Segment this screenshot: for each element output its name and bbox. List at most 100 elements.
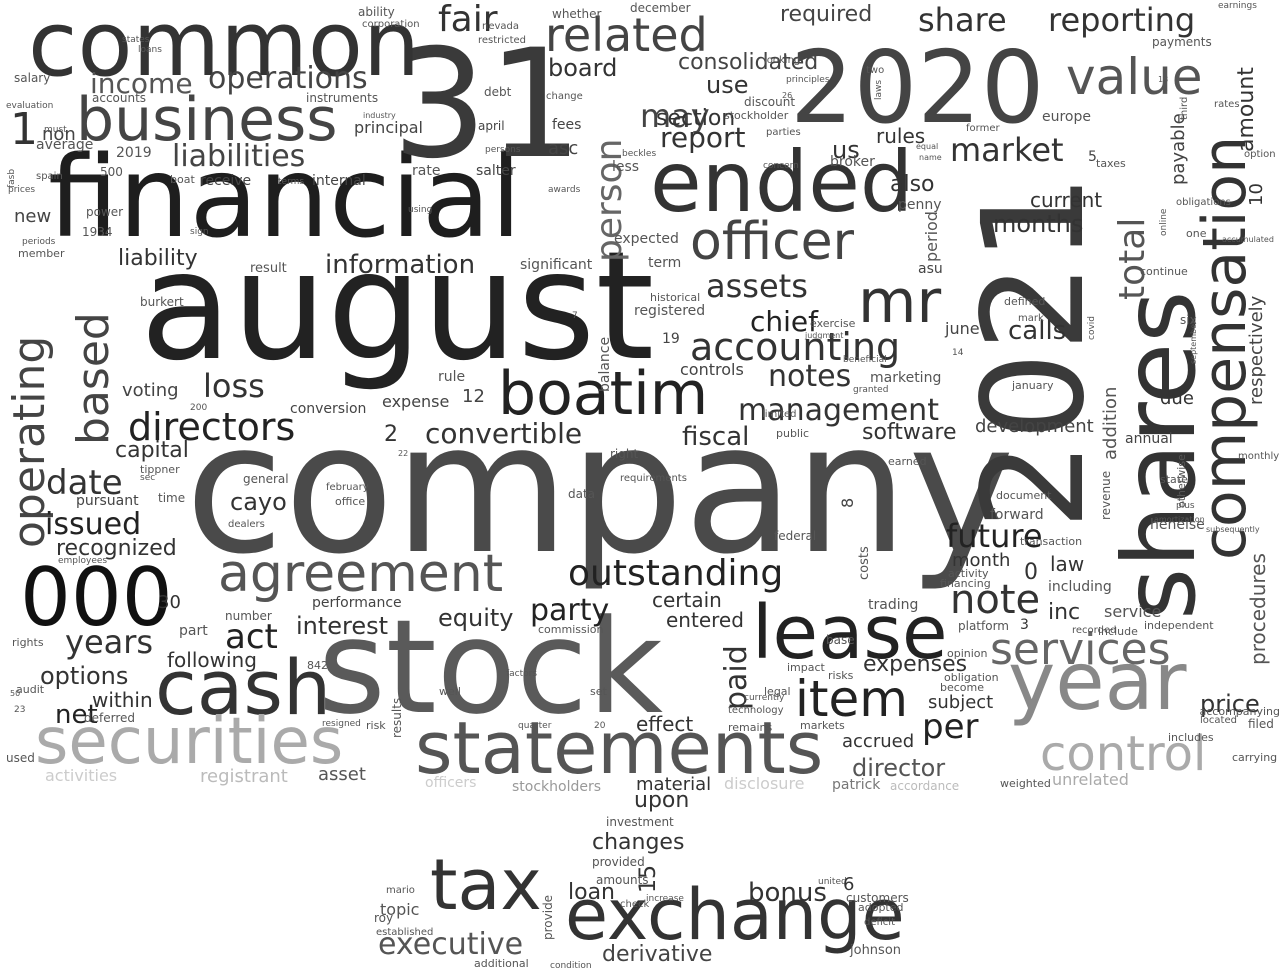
word: accounts	[92, 91, 147, 105]
word: lease	[752, 590, 948, 676]
word: amortization	[1154, 515, 1205, 524]
word: base	[826, 633, 855, 647]
word: annual	[1125, 431, 1173, 447]
word: principles	[786, 75, 830, 85]
word: beckles	[622, 149, 657, 159]
word: filed	[1248, 717, 1274, 731]
word: software	[862, 420, 957, 445]
word: 31	[392, 18, 583, 192]
word: liability	[118, 246, 198, 271]
word: payments	[1152, 35, 1212, 49]
word: markets	[800, 719, 845, 732]
word: recorded	[1072, 625, 1117, 636]
word: forward	[990, 507, 1044, 523]
word: business	[76, 85, 338, 155]
word: additional	[474, 957, 529, 970]
word: 18	[1158, 75, 1169, 84]
word: expense	[382, 392, 450, 411]
word: risk	[366, 719, 386, 732]
word: earned	[888, 455, 927, 468]
word: option	[1244, 149, 1276, 160]
word: rule	[438, 369, 466, 385]
word: controls	[680, 360, 744, 379]
word: currently	[744, 693, 785, 703]
word: payable	[1168, 113, 1189, 185]
word: used	[6, 751, 35, 765]
word: management	[738, 393, 939, 428]
word: costs	[857, 546, 872, 580]
word: become	[940, 681, 985, 694]
word: amounts	[596, 873, 649, 887]
word: persons	[485, 145, 521, 155]
word: prices	[8, 185, 36, 195]
word: principal	[354, 118, 423, 137]
word: quarter	[518, 721, 552, 731]
word: patrick	[832, 777, 881, 793]
word: 5	[1088, 149, 1097, 165]
word: addition	[1100, 386, 1121, 460]
word: factors	[506, 669, 538, 679]
word: fair	[438, 0, 498, 40]
word: topic	[380, 900, 420, 919]
word: report	[660, 121, 746, 154]
word: includes	[1168, 731, 1214, 744]
word: us	[832, 136, 860, 164]
word: online	[1159, 208, 1169, 236]
word: months	[993, 210, 1084, 238]
word: year	[1008, 635, 1187, 728]
word: term	[648, 255, 682, 271]
word: stock	[318, 591, 663, 743]
word: tax	[430, 844, 542, 926]
word: current	[1030, 188, 1103, 212]
word: accounting	[690, 325, 901, 369]
word: stockholder	[724, 109, 789, 122]
word: 2020	[790, 29, 1045, 146]
word: third	[1179, 96, 1190, 120]
word: net	[55, 700, 98, 730]
word: requirements	[620, 473, 687, 484]
word: well	[439, 685, 461, 698]
word: 2	[384, 422, 398, 447]
word: transaction	[1020, 535, 1083, 548]
word: marketing	[870, 370, 942, 386]
word: asu	[918, 261, 943, 277]
word: taxes	[1096, 157, 1126, 170]
word: respectively	[1246, 295, 1267, 405]
word: exercise	[810, 317, 856, 330]
word: weighted	[1000, 777, 1051, 790]
word: platform	[958, 619, 1009, 633]
word: pursuant	[76, 493, 139, 509]
word: operations	[208, 61, 368, 96]
word: 0	[1024, 560, 1038, 585]
word: procedures	[1246, 553, 1270, 665]
word: internal	[312, 173, 366, 189]
word: subject	[928, 692, 994, 713]
word: one	[1186, 227, 1207, 240]
word: europe	[1042, 109, 1091, 125]
word: asset	[318, 764, 366, 785]
word: include	[1098, 625, 1138, 638]
word: securities	[35, 705, 344, 779]
word: defined	[1004, 295, 1046, 308]
word: provide	[541, 894, 555, 940]
word: 1	[10, 104, 38, 155]
word: mark	[1018, 313, 1044, 324]
word: risks	[828, 669, 854, 682]
word: reporting	[1048, 1, 1196, 39]
word: significant	[520, 257, 593, 273]
word: per	[922, 707, 979, 747]
word: september	[1189, 320, 1198, 364]
word: historical	[650, 291, 701, 304]
word: board	[548, 54, 618, 82]
word: periods	[22, 237, 56, 247]
word: convertible	[425, 417, 583, 450]
word: sign	[190, 227, 209, 237]
word: price	[1200, 690, 1260, 718]
word: less	[612, 159, 640, 175]
word: obligations	[1176, 197, 1231, 208]
word: upon	[634, 788, 690, 813]
word: statements	[415, 706, 824, 790]
word: voting	[122, 380, 179, 401]
word: results	[390, 697, 404, 738]
